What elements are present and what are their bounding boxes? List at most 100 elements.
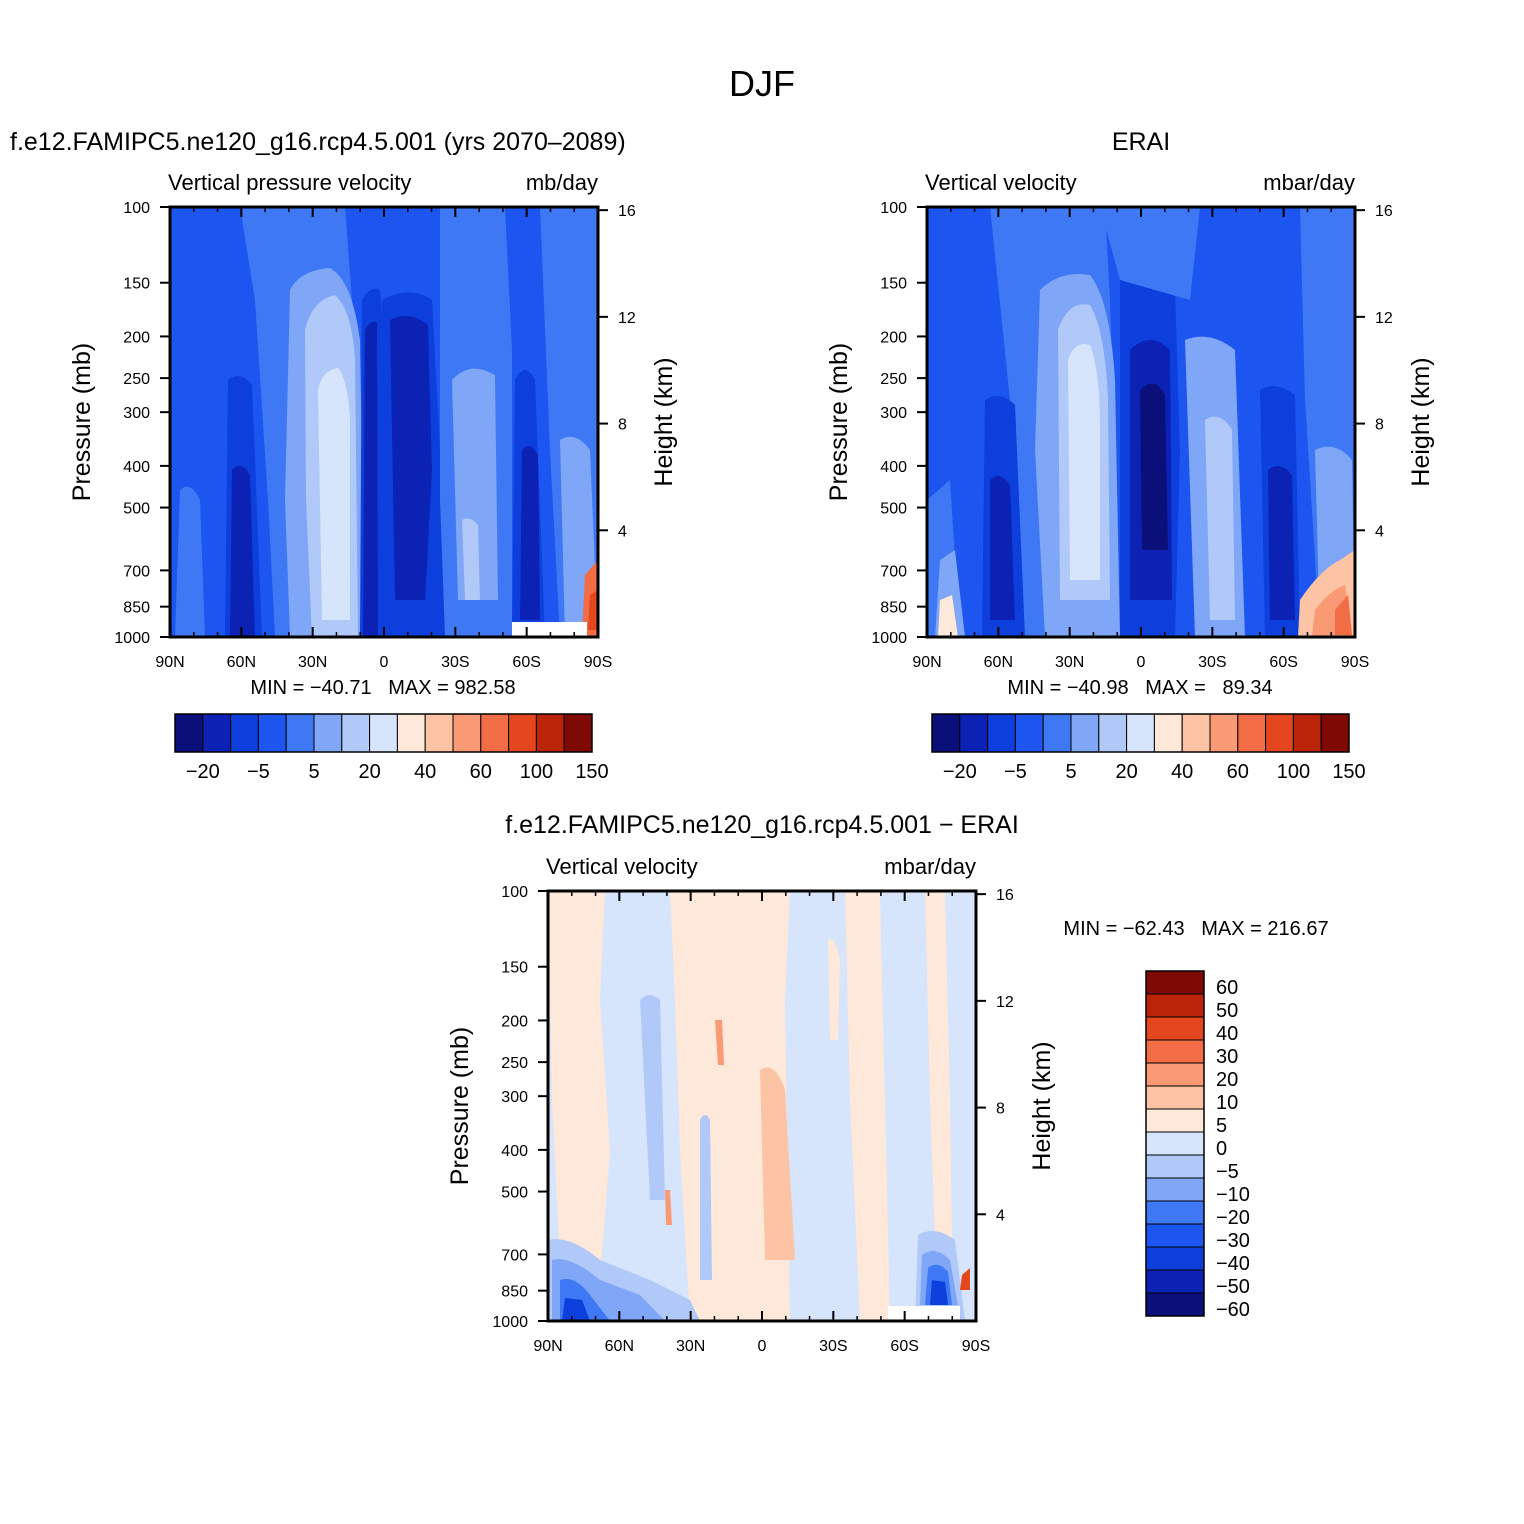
colorbar-frame (174, 713, 593, 753)
y-right-tick-label: 12 (1375, 310, 1393, 327)
colorbar-swatch (424, 713, 454, 753)
panel-title: f.e12.FAMIPC5.ne120_g16.rcp4.5.001 − ERA… (505, 811, 1019, 839)
y-tick-label: 700 (123, 563, 150, 580)
colorbar-swatch (1153, 713, 1183, 753)
y-axis-label-right: Height (km) (650, 357, 678, 486)
x-tick-label: 90S (584, 654, 612, 671)
x-tick-label: 90N (912, 654, 941, 671)
panel-difference: f.e12.FAMIPC5.ne120_g16.rcp4.5.001 − ERA… (446, 811, 1329, 1355)
x-tick-label: 60S (890, 1338, 918, 1355)
colorbar-label: −10 (1216, 1184, 1250, 1206)
y-right-tick-label: 12 (618, 310, 636, 327)
x-tick-label: 30N (676, 1338, 705, 1355)
colorbar-label: 150 (575, 761, 608, 783)
y-tick-label: 850 (880, 600, 907, 617)
x-tick-label: 90N (533, 1338, 562, 1355)
colorbar-swatch (1145, 1039, 1205, 1064)
y-right-tick-label: 12 (996, 994, 1014, 1011)
stats-text: MIN = −40.98 MAX = 89.34 (1007, 677, 1272, 699)
x-tick-label: 90N (155, 654, 184, 671)
y-tick-label: 200 (501, 1013, 528, 1030)
colorbar-label: 20 (358, 761, 380, 783)
y-right-tick-label: 16 (996, 887, 1014, 904)
colorbar-label: 20 (1115, 761, 1137, 783)
y-tick-label: 300 (501, 1089, 528, 1106)
colorbar-label: 0 (1216, 1138, 1227, 1160)
contour-band (1068, 344, 1100, 580)
colorbar-swatch (1145, 1177, 1205, 1202)
colorbar-swatch (1042, 713, 1072, 753)
x-tick-label: 30S (441, 654, 469, 671)
colorbar-swatch (1145, 1016, 1205, 1041)
y-tick-label: 400 (123, 459, 150, 476)
y-tick-label: 100 (501, 884, 528, 901)
panel-title: ERAI (1112, 128, 1170, 156)
colorbar-swatch (1145, 1269, 1205, 1294)
colorbar-label: 60 (1227, 761, 1249, 783)
contour-field (927, 207, 1355, 637)
contour-band (390, 316, 432, 600)
colorbar-swatch (257, 713, 287, 753)
colorbar-label: 20 (1216, 1069, 1238, 1091)
contour-band (760, 1067, 795, 1260)
contour-band (1335, 595, 1352, 635)
y-tick-label: 250 (501, 1055, 528, 1072)
colorbar-label: 5 (1065, 761, 1076, 783)
y-tick-label: 1000 (492, 1314, 528, 1331)
colorbar-swatch (1145, 1085, 1205, 1110)
contour-band (960, 1268, 970, 1290)
colorbar-swatch (563, 713, 593, 753)
colorbar-swatch (1145, 1062, 1205, 1087)
page-title: DJF (729, 63, 795, 104)
contour-band (938, 595, 958, 637)
colorbar-frame (1145, 970, 1205, 1317)
colorbar-swatch (285, 713, 315, 753)
colorbar-swatch (174, 713, 204, 753)
colorbar-swatch (313, 713, 343, 753)
contour-field (170, 207, 598, 637)
y-tick-label: 250 (123, 371, 150, 388)
y-tick-label: 500 (501, 1185, 528, 1202)
colorbar-label: −5 (1216, 1161, 1239, 1183)
y-tick-label: 1000 (871, 630, 907, 647)
subtitle-right: mbar/day (884, 854, 976, 879)
x-tick-label: 60N (227, 654, 256, 671)
colorbar-label: 5 (308, 761, 319, 783)
colorbar-label: −40 (1216, 1253, 1250, 1275)
subtitle-left: Vertical velocity (925, 170, 1077, 195)
y-tick-label: 100 (880, 200, 907, 217)
colorbar-swatch (1145, 970, 1205, 995)
x-tick-label: 90S (962, 1338, 990, 1355)
contour-band (828, 939, 840, 1040)
colorbar-label: −30 (1216, 1230, 1250, 1252)
x-tick-label: 30N (1055, 654, 1084, 671)
colorbar-label: −5 (1004, 761, 1027, 783)
colorbar-swatch (1145, 1154, 1205, 1179)
subtitle-right: mb/day (526, 170, 598, 195)
x-tick-label: 30S (819, 1338, 847, 1355)
colorbar-swatch (987, 713, 1016, 753)
y-tick-label: 150 (123, 276, 150, 293)
axes: 90N 60N 30N 0 30S 60S 90S 100 150 200 250 300 400 500… (871, 200, 1392, 671)
colorbar-label: −5 (247, 761, 270, 783)
contour-band (175, 486, 205, 637)
x-tick-label: 0 (758, 1338, 767, 1355)
y-right-tick-label: 16 (1375, 203, 1393, 220)
y-tick-label: 700 (880, 563, 907, 580)
colorbar-label: 30 (1216, 1046, 1238, 1068)
colorbar-swatch (1145, 1200, 1205, 1225)
colorbar-swatch (1181, 713, 1211, 753)
contour-band (715, 1020, 724, 1065)
contour-band (230, 466, 255, 637)
contour-band (700, 1115, 712, 1280)
panel-model: f.e12.FAMIPC5.ne120_g16.rcp4.5.001 (yrs … (10, 128, 678, 783)
panel-title: f.e12.FAMIPC5.ne120_g16.rcp4.5.001 (yrs … (10, 128, 626, 156)
colorbar-label: 150 (1332, 761, 1365, 783)
y-tick-label: 100 (123, 200, 150, 217)
contour-band (1268, 466, 1295, 620)
contour-band (640, 995, 665, 1200)
colorbar-swatch (1145, 1292, 1205, 1317)
y-tick-label: 500 (123, 501, 150, 518)
colorbar-swatch (1265, 713, 1294, 753)
